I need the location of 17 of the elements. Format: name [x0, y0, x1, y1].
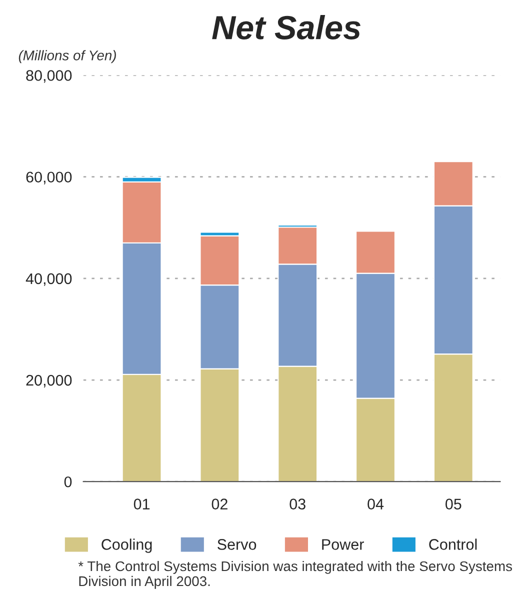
text: * The Control Systems Division was integrated with the Servo Systems Division in April 2003.: [78, 560, 512, 589]
y-tick-label: 60,000: [26, 172, 72, 184]
x-tick-label: 04: [368, 498, 384, 510]
y-tick-label: 20,000: [26, 374, 72, 388]
y-tick-label: 40,000: [26, 273, 72, 286]
legend-label: Power: [322, 539, 364, 550]
legend-label: Control: [429, 538, 477, 550]
y-tick-label: 80,000: [26, 70, 72, 83]
legend-label: Servo: [218, 539, 256, 550]
chart-title: Net Sales: [212, 14, 360, 40]
x-tick-label: 01: [134, 498, 150, 510]
y-axis-title: (Millions of Yen): [18, 50, 116, 64]
x-tick-label: 05: [446, 498, 462, 510]
legend-label: Cooling: [102, 538, 152, 553]
x-tick-label: 02: [212, 498, 228, 510]
x-tick-label: 03: [290, 498, 306, 510]
y-tick-label: 0: [64, 476, 72, 488]
